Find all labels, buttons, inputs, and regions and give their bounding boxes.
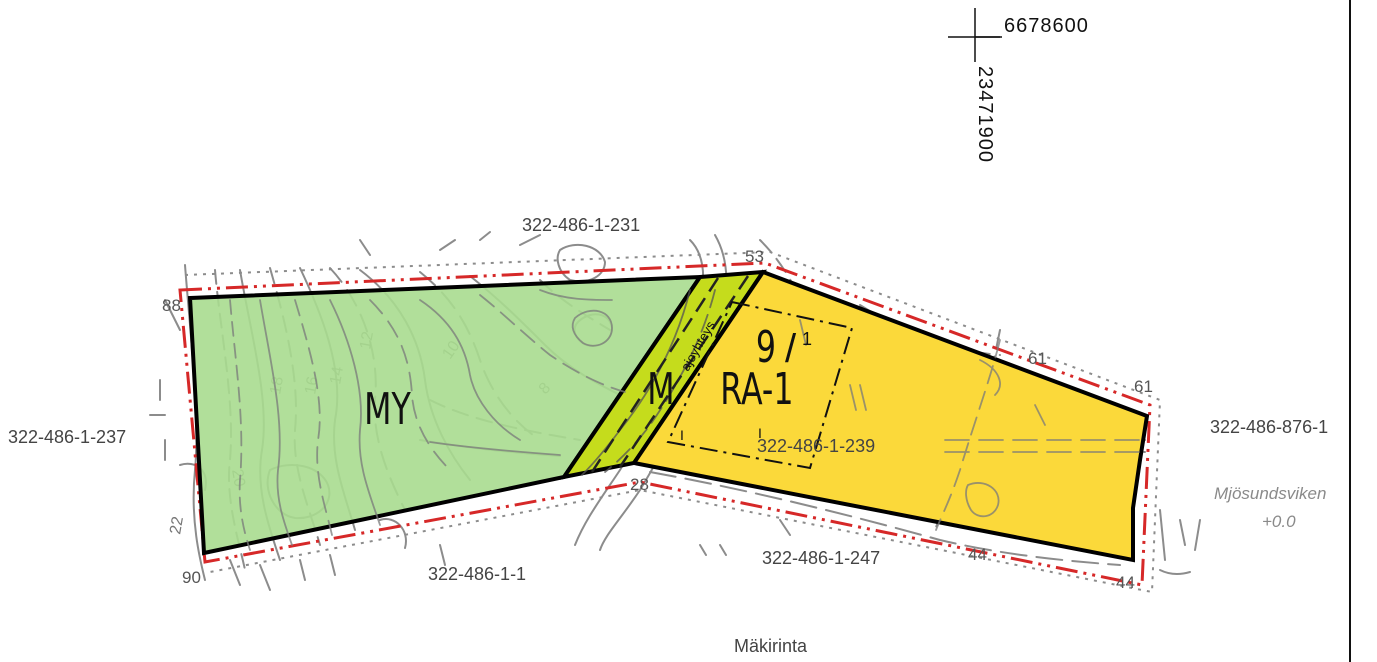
coordinate-cross [948, 8, 1002, 62]
point-label-88: 88 [162, 296, 181, 315]
point-label-44a: 44 [968, 545, 987, 564]
parcel-label-south-east: 322-486-1-247 [762, 548, 880, 568]
parcel-label-north: 322-486-1-231 [522, 215, 640, 235]
water-name-label: Mjösundsviken [1214, 484, 1326, 503]
northing-label: 6678600 [1004, 15, 1089, 37]
parcel-label-south-west: 322-486-1-1 [428, 564, 526, 584]
plan-area-limit-outer [184, 250, 1162, 594]
point-label-61a: 61 [1028, 349, 1047, 368]
parcel-label-east: 322-486-876-1 [1210, 417, 1328, 437]
building-site-marker: I [758, 425, 762, 441]
point-label-61b: 61 [1134, 377, 1153, 396]
building-site-marker-2: I [680, 427, 684, 443]
building-site-count: 1 [802, 329, 812, 349]
parcel-label-center: 322-486-1-239 [757, 436, 875, 456]
plan-area-limit [178, 261, 1152, 587]
road-name-label: Mäkirinta [734, 636, 808, 656]
svg-text:22: 22 [167, 515, 187, 536]
zone-ra-area[interactable] [630, 269, 1150, 563]
point-label-90: 90 [182, 568, 201, 587]
zone-my-label: MY [364, 384, 411, 436]
building-site-number: 9 [756, 322, 776, 374]
point-label-44b: 44 [1116, 573, 1135, 592]
zone-m-label: M [647, 364, 674, 416]
road-edges [590, 275, 750, 473]
zone-terrain-overlay [229, 289, 1141, 551]
zone-ra-label: RA-1 [720, 364, 793, 416]
building-site-fraction: / [785, 327, 797, 371]
building-site[interactable] [666, 300, 854, 470]
parcel-label-west: 322-486-1-237 [8, 427, 126, 447]
easting-label: 23471900 [974, 66, 996, 163]
water-level-label: +0.0 [1262, 512, 1296, 531]
point-label-53: 53 [745, 247, 764, 266]
point-label-28: 28 [630, 475, 649, 494]
